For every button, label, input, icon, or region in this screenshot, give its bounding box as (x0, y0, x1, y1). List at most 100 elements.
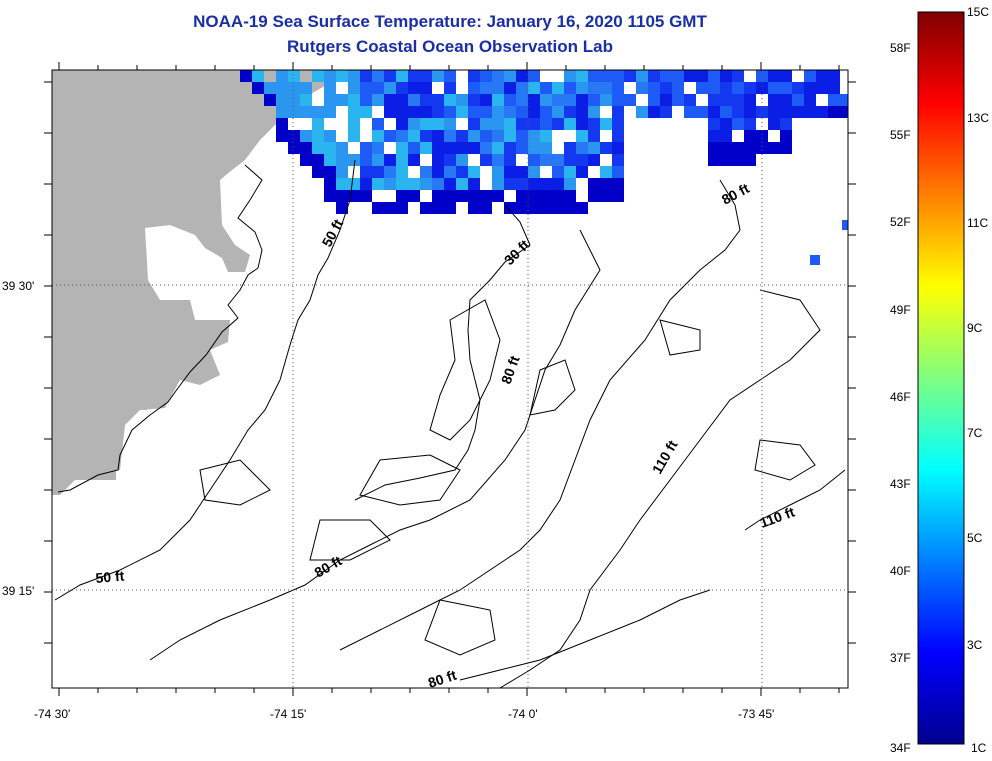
temperature-cell (408, 190, 420, 202)
temperature-cell (276, 130, 288, 142)
temperature-cell (456, 166, 468, 178)
temperature-cell (564, 202, 576, 214)
temperature-cell (360, 94, 372, 106)
temperature-cell (468, 130, 480, 142)
temperature-cell (492, 82, 504, 94)
depth-label-50ft: 50 ft (319, 216, 347, 249)
temperature-cell (420, 94, 432, 106)
temperature-cell (324, 94, 336, 106)
temperature-cell (504, 70, 516, 82)
temperature-cell (492, 94, 504, 106)
temperature-cell (348, 70, 360, 82)
temperature-cell (564, 70, 576, 82)
temperature-cell (408, 94, 420, 106)
temperature-cell (540, 118, 552, 130)
temperature-cell (420, 142, 432, 154)
temperature-cell (624, 70, 636, 82)
temperature-cell (480, 190, 492, 202)
coastline (57, 164, 263, 493)
temperature-cell (660, 82, 672, 94)
shoal (359, 454, 461, 506)
temperature-cell (804, 106, 816, 118)
temperature-cell (528, 202, 540, 214)
temperature-cell (384, 130, 396, 142)
temperature-cell (372, 178, 384, 190)
temperature-cells (240, 70, 848, 265)
temperature-cell (600, 70, 612, 82)
temperature-cell (468, 118, 480, 130)
temperature-cell (516, 106, 528, 118)
temperature-cell (720, 70, 732, 82)
temperature-cell (360, 190, 372, 202)
depth-label-110ft: 110 ft (649, 437, 681, 476)
temperature-cell (516, 130, 528, 142)
temperature-cell (528, 130, 540, 142)
temperature-cell (732, 70, 744, 82)
temperature-cell (816, 70, 828, 82)
temperature-cell (504, 142, 516, 154)
temperature-cell (528, 70, 540, 82)
depth-contours (54, 159, 846, 688)
temperature-cell (432, 130, 444, 142)
temperature-cell (468, 142, 480, 154)
temperature-cell (396, 82, 408, 94)
depth-labels: 50 ft 50 ft 30 ft 80 ft 80 ft 80 ft 80 f… (95, 180, 797, 688)
temperature-cell (720, 106, 732, 118)
temperature-cell (420, 118, 432, 130)
temperature-cell (396, 142, 408, 154)
temperature-cell (324, 70, 336, 82)
temperature-cell (408, 130, 420, 142)
temperature-cell (660, 94, 672, 106)
temperature-cell (612, 130, 624, 142)
depth-label-50ft: 50 ft (95, 568, 125, 586)
temperature-cell (432, 118, 444, 130)
temperature-cell (492, 178, 504, 190)
temperature-cell (540, 142, 552, 154)
temperature-cell (828, 70, 840, 82)
temperature-cell (336, 70, 348, 82)
contour-80ft (149, 229, 601, 661)
temperature-cell (336, 190, 348, 202)
temperature-cell (612, 94, 624, 106)
colorbar-label: 46F (890, 390, 911, 404)
temperature-cell (780, 94, 792, 106)
temperature-cell (312, 70, 324, 82)
shoal (659, 319, 701, 356)
temperature-cell (516, 142, 528, 154)
temperature-cell (444, 166, 456, 178)
temperature-cell (384, 82, 396, 94)
temperature-cell (288, 130, 300, 142)
temperature-cell (588, 106, 600, 118)
temperature-cell (324, 178, 336, 190)
temperature-cell (552, 178, 564, 190)
temperature-cell (576, 106, 588, 118)
shoal (199, 459, 271, 506)
temperature-cell (732, 118, 744, 130)
temperature-cell (720, 154, 732, 166)
temperature-cell (300, 106, 312, 118)
temperature-cell (336, 202, 348, 214)
temperature-cell (612, 178, 624, 190)
depth-label-110ft: 110 ft (758, 503, 797, 530)
colorbar-label: 55F (890, 128, 911, 142)
temperature-cell (744, 154, 756, 166)
temperature-cell (696, 82, 708, 94)
contour-110ft (499, 289, 821, 688)
colorbar-label: 3C (967, 638, 983, 652)
temperature-cell (792, 106, 804, 118)
colorbar-labels: 58F 55F 52F 49F 46F 43F 40F 37F 13C 11C 9C 7C 5C 3C (890, 41, 989, 665)
temperature-cell (600, 94, 612, 106)
shoal (309, 519, 391, 561)
temperature-cell (576, 94, 588, 106)
temperature-cell (828, 82, 840, 94)
temperature-cell (708, 82, 720, 94)
temperature-cell (780, 142, 792, 154)
temperature-cell (324, 190, 336, 202)
temperature-cell (480, 142, 492, 154)
temperature-cell (300, 130, 312, 142)
temperature-cell (732, 142, 744, 154)
temperature-cell (492, 142, 504, 154)
temperature-cell (768, 106, 780, 118)
longitude-label: -73 45' (738, 707, 774, 721)
temperature-cell (540, 94, 552, 106)
